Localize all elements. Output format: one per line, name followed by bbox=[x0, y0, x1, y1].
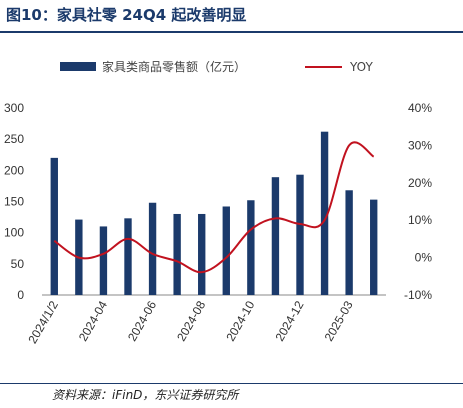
left-tick-label: 100 bbox=[4, 226, 24, 240]
x-tick-label: 2024/1/2 bbox=[25, 298, 61, 346]
right-tick-label: 40% bbox=[408, 101, 432, 115]
legend-bar-swatch bbox=[60, 62, 96, 71]
bar-2025-03 bbox=[345, 190, 353, 295]
x-axis-ticks: 2024/1/2 2024-04 2024-06 2024-08 2024-10 2024… bbox=[25, 298, 356, 346]
left-axis-ticks: 300 250 200 150 100 50 0 bbox=[4, 101, 24, 302]
bar-2024-12 bbox=[296, 174, 304, 295]
bar-2025-01/02 bbox=[320, 131, 329, 295]
right-tick-label: 20% bbox=[408, 176, 432, 190]
bar-2024-01/02 bbox=[50, 157, 58, 295]
title-divider bbox=[0, 31, 463, 33]
bar-2024-07 bbox=[173, 213, 181, 295]
bar-2024-04 bbox=[99, 226, 108, 295]
x-tick-label: 2024-10 bbox=[223, 298, 257, 343]
chart-title: 图10：家具社零 24Q4 起改善明显 bbox=[6, 6, 247, 24]
right-axis-ticks: 40% 30% 20% 10% 0% -10% bbox=[404, 101, 432, 302]
x-tick-label: 2024-04 bbox=[76, 298, 110, 343]
x-tick-label: 2024-06 bbox=[125, 298, 159, 343]
left-tick-label: 50 bbox=[11, 257, 25, 271]
bar-2024-06 bbox=[148, 202, 157, 295]
chart-area: 家具类商品零售额（亿元） YOY 300 250 200 150 100 50 0 40% 3… bbox=[4, 59, 432, 346]
right-tick-label: 30% bbox=[408, 138, 432, 152]
legend: 家具类商品零售额（亿元） YOY bbox=[60, 59, 373, 74]
right-tick-label: 10% bbox=[408, 213, 432, 227]
right-tick-label: 0% bbox=[415, 251, 433, 265]
yoy-line bbox=[53, 141, 375, 274]
left-tick-label: 300 bbox=[4, 101, 24, 115]
bar-2024-09 bbox=[222, 206, 230, 295]
bar-2024-05 bbox=[124, 218, 132, 295]
bar-2024-08 bbox=[198, 213, 206, 295]
bar-2024-10 bbox=[247, 200, 255, 295]
x-tick-label: 2025-03 bbox=[322, 298, 356, 343]
legend-line-label: YOY bbox=[349, 60, 373, 74]
legend-bar-label: 家具类商品零售额（亿元） bbox=[102, 59, 246, 74]
left-tick-label: 200 bbox=[4, 163, 24, 177]
right-tick-label: -10% bbox=[404, 288, 432, 302]
left-tick-label: 150 bbox=[4, 195, 24, 209]
bar-2025-04 bbox=[370, 199, 378, 295]
source-note: 资料来源：iFinD，东兴证券研究所 bbox=[52, 388, 239, 402]
x-tick-label: 2024-12 bbox=[272, 298, 306, 343]
source-divider bbox=[0, 383, 463, 384]
left-tick-label: 0 bbox=[17, 288, 24, 302]
bar-2024-11 bbox=[271, 177, 280, 295]
x-tick-label: 2024-08 bbox=[174, 298, 208, 343]
left-tick-label: 250 bbox=[4, 132, 24, 146]
